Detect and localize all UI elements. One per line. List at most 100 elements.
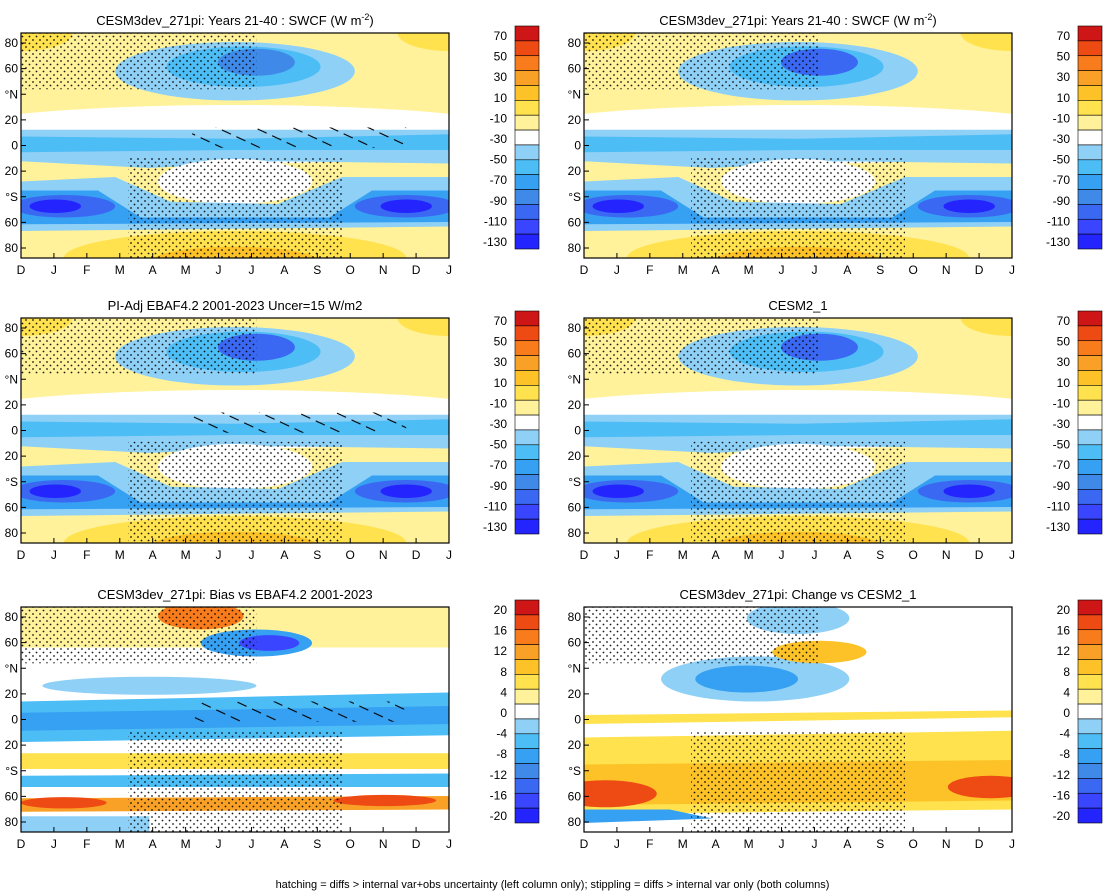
y-tick-label: 80 [568, 610, 582, 624]
x-tick-label: A [712, 548, 720, 562]
y-tick-label: 0 [11, 713, 18, 727]
y-tick-label: 20 [5, 398, 19, 412]
x-tick-label: D [580, 548, 589, 562]
colorbar-label: 16 [494, 624, 508, 638]
x-tick-label: M [181, 837, 191, 851]
colorbar-label: 30 [1057, 355, 1071, 369]
colorbar: 20 16 12 8 4 0 -4 -8 -12 -16 -20 [490, 599, 540, 824]
x-tick-label: O [909, 263, 918, 277]
x-tick-label: J [51, 837, 57, 851]
y-tick-label: 80 [5, 526, 19, 540]
colorbar-swatch [1077, 659, 1103, 675]
colorbar-label: -4 [496, 727, 507, 741]
colorbar-swatch [514, 763, 540, 779]
colorbar-swatch [1077, 189, 1103, 205]
x-tick-label: J [811, 548, 817, 562]
colorbar-swatch [514, 340, 540, 356]
y-tick-label: 60 [5, 347, 19, 361]
x-tick-label: J [51, 548, 57, 562]
x-tick-label: A [843, 548, 851, 562]
x-tick-label: M [678, 837, 688, 851]
y-tick-label: 80 [5, 241, 19, 255]
colorbar-swatch [1077, 644, 1103, 660]
panel-3: PI-Adj EBAF4.2 2001-2023 Uncer=15 W/m2 D J… [5, 298, 540, 562]
colorbar-swatch [1077, 310, 1103, 327]
colorbar-label: 50 [494, 335, 508, 349]
colorbar-label: -4 [1059, 727, 1070, 741]
colorbar-label: 10 [1057, 91, 1071, 105]
colorbar-swatch [514, 703, 540, 720]
colorbar-swatch [1077, 733, 1103, 749]
colorbar-label: 70 [1057, 29, 1071, 43]
y-tick-label: 20 [5, 164, 19, 178]
x-tick-label: O [346, 548, 355, 562]
colorbar-swatch [514, 748, 540, 764]
y-tick-label: °N [568, 87, 581, 101]
colorbar-label: -10 [490, 111, 508, 125]
y-tick-label: 20 [568, 164, 582, 178]
colorbar-label: -70 [1053, 173, 1071, 187]
colorbar-label: 4 [500, 685, 507, 699]
y-tick-label: 60 [568, 636, 582, 650]
colorbar-label: -50 [490, 153, 508, 167]
y-tick-label: 80 [568, 526, 582, 540]
y-tick-label: 60 [5, 789, 19, 803]
x-tick-label: M [678, 548, 688, 562]
y-tick-label: °S [568, 190, 581, 204]
colorbar-label: -50 [490, 438, 508, 452]
colorbar-label: 0 [500, 706, 507, 720]
x-tick-label: J [1009, 837, 1015, 851]
panel-1: CESM3dev_271pi: Years 21-40 : SWCF (W m-… [5, 12, 540, 277]
colorbar-swatch [514, 204, 540, 220]
colorbar-swatch [514, 688, 540, 705]
colorbar-label: -20 [490, 809, 508, 823]
colorbar-swatch [514, 70, 540, 86]
colorbar-swatch [1077, 629, 1103, 645]
x-tick-label: N [942, 837, 951, 851]
colorbar-label: -10 [1053, 111, 1071, 125]
colorbar-swatch [1077, 718, 1103, 735]
x-tick-label: J [51, 263, 57, 277]
y-tick-label: 20 [568, 398, 582, 412]
colorbar-label: 8 [1063, 665, 1070, 679]
x-tick-label: M [181, 263, 191, 277]
colorbar-label: 10 [494, 376, 508, 390]
colorbar-label: -8 [496, 747, 507, 761]
x-tick-label: A [149, 837, 157, 851]
x-tick-label: S [876, 548, 884, 562]
colorbar-label: -50 [1053, 438, 1071, 452]
colorbar-swatch [1077, 518, 1103, 535]
x-tick-label: O [909, 548, 918, 562]
y-tick-label: °N [5, 372, 18, 386]
colorbar-swatch [514, 733, 540, 749]
colorbar-label: 50 [1057, 335, 1071, 349]
colorbar: 20 16 12 8 4 0 -4 -8 -12 -16 -20 [1053, 599, 1103, 824]
x-tick-label: N [942, 263, 951, 277]
colorbar-swatch [1077, 703, 1103, 720]
colorbar-swatch [514, 518, 540, 535]
x-tick-label: J [248, 837, 254, 851]
colorbar-swatch [1077, 674, 1103, 690]
x-tick-label: M [744, 837, 754, 851]
colorbar-swatch [514, 459, 540, 475]
colorbar: 70 50 30 10 -10 -30 -50 -70 -90 -110 -130 [1046, 310, 1103, 535]
y-tick-label: 20 [5, 738, 19, 752]
colorbar-swatch [1077, 414, 1103, 431]
colorbar-label: -12 [1053, 768, 1071, 782]
colorbar-swatch [514, 614, 540, 631]
x-tick-label: D [580, 263, 589, 277]
colorbar-swatch [1077, 325, 1103, 342]
colorbar-swatch [514, 429, 540, 446]
colorbar-label: 50 [1057, 50, 1071, 64]
colorbar: 70 50 30 10 -10 -30 -50 -70 -90 -110 -130 [1046, 25, 1103, 250]
colorbar-swatch [514, 100, 540, 116]
colorbar-swatch [514, 674, 540, 690]
colorbar: 70 50 30 10 -10 -30 -50 -70 -90 -110 -130 [483, 25, 540, 250]
x-tick-label: D [975, 548, 984, 562]
colorbar-swatch [1077, 385, 1103, 401]
colorbar-label: 20 [1057, 603, 1071, 617]
colorbar-label: -30 [1053, 132, 1071, 146]
x-tick-label: J [446, 548, 452, 562]
colorbar-swatch [1077, 503, 1103, 520]
panel-2: CESM3dev_271pi: Years 21-40 : SWCF (W m-… [568, 12, 1103, 277]
